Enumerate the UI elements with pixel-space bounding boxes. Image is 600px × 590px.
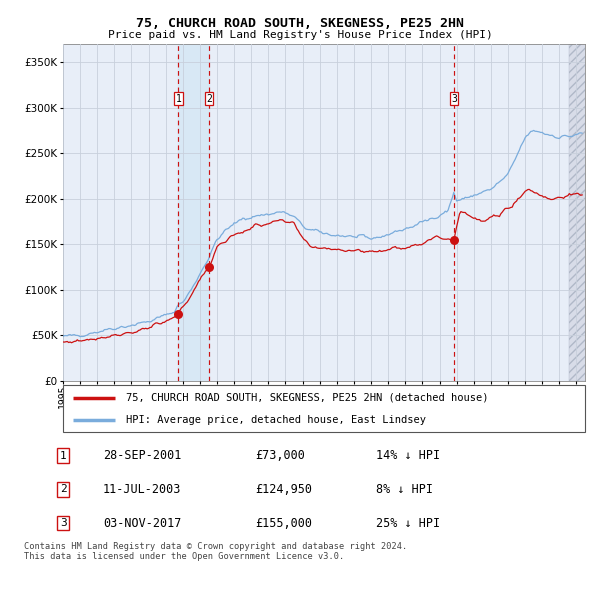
Text: £155,000: £155,000 xyxy=(255,516,312,529)
Text: 1: 1 xyxy=(60,451,67,461)
Text: HPI: Average price, detached house, East Lindsey: HPI: Average price, detached house, East… xyxy=(125,415,425,425)
Bar xyxy=(178,44,209,381)
Text: £73,000: £73,000 xyxy=(255,449,305,462)
Text: 2: 2 xyxy=(206,94,212,104)
Text: £124,950: £124,950 xyxy=(255,483,312,496)
Text: 8% ↓ HPI: 8% ↓ HPI xyxy=(376,483,433,496)
Text: 25% ↓ HPI: 25% ↓ HPI xyxy=(376,516,440,529)
Text: 3: 3 xyxy=(451,94,457,104)
Text: 75, CHURCH ROAD SOUTH, SKEGNESS, PE25 2HN (detached house): 75, CHURCH ROAD SOUTH, SKEGNESS, PE25 2H… xyxy=(125,393,488,403)
Text: 3: 3 xyxy=(60,518,67,528)
FancyBboxPatch shape xyxy=(63,385,585,432)
Text: 1: 1 xyxy=(175,94,181,104)
Text: Price paid vs. HM Land Registry's House Price Index (HPI): Price paid vs. HM Land Registry's House … xyxy=(107,30,493,40)
Text: 11-JUL-2003: 11-JUL-2003 xyxy=(103,483,181,496)
Text: 2: 2 xyxy=(60,484,67,494)
Text: Contains HM Land Registry data © Crown copyright and database right 2024.
This d: Contains HM Land Registry data © Crown c… xyxy=(24,542,407,561)
Text: 75, CHURCH ROAD SOUTH, SKEGNESS, PE25 2HN: 75, CHURCH ROAD SOUTH, SKEGNESS, PE25 2H… xyxy=(136,17,464,30)
Bar xyxy=(569,17,600,381)
Text: 28-SEP-2001: 28-SEP-2001 xyxy=(103,449,181,462)
Text: 03-NOV-2017: 03-NOV-2017 xyxy=(103,516,181,529)
Text: 14% ↓ HPI: 14% ↓ HPI xyxy=(376,449,440,462)
Bar xyxy=(569,44,600,381)
